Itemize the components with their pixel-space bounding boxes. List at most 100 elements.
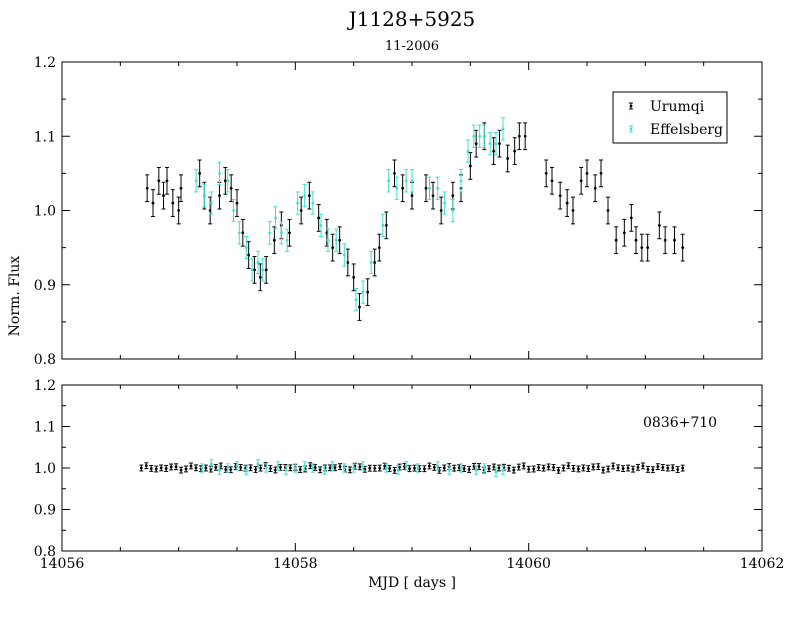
bottom-urumqi-point-marker (189, 464, 193, 468)
bottom-effelsberg-point (293, 463, 298, 473)
top-urumqi-point (330, 233, 335, 262)
top-urumqi-point-marker (673, 238, 676, 242)
bottom-urumqi-point (203, 464, 208, 472)
bottom-urumqi-point (367, 464, 372, 472)
top-urumqi-point-marker (162, 194, 165, 198)
top-urumqi-point (240, 218, 245, 247)
bottom-urumqi-point-marker (269, 467, 272, 470)
bottom-urumqi-point-marker (601, 468, 605, 472)
top-effelsberg-point (361, 280, 365, 304)
legend-effelsberg-label: Effelsberg (650, 122, 723, 138)
bottom-urumqi-point (650, 466, 655, 474)
top-urumqi-point (392, 159, 397, 188)
bottom-urumqi-point-marker (318, 468, 322, 472)
bottom-urumqi-point (546, 463, 551, 471)
top-effelsberg-point (410, 169, 414, 193)
bottom-urumqi-point-marker (462, 467, 466, 471)
top-effelsberg-point (250, 258, 255, 282)
bottom-urumqi-point-marker (274, 468, 277, 472)
top-effelsberg-point (369, 250, 374, 275)
bottom-urumqi-point-marker (348, 468, 352, 472)
bottom-effelsberg-point (494, 467, 498, 477)
top-urumqi-point-marker (373, 261, 377, 264)
bottom-urumqi-point (248, 464, 253, 472)
bottom-effelsberg-point-marker (361, 464, 365, 468)
bottom-urumqi-point (581, 464, 586, 472)
top-effelsberg-point (209, 191, 214, 215)
top-urumqi-point-marker (258, 275, 262, 279)
bottom-effelsberg-point-marker (200, 466, 204, 470)
top-urumqi-point (629, 204, 634, 232)
top-effelsberg-point (260, 258, 265, 282)
bottom-effelsberg-point-marker (311, 466, 315, 470)
chart-subtitle: 11-2006 (385, 39, 439, 54)
bottom-effelsberg-point-marker (303, 464, 307, 468)
bottom-urumqi-point (561, 464, 566, 472)
bottom-urumqi-point-marker (278, 465, 282, 469)
top-urumqi-point-marker (593, 186, 597, 190)
top-urumqi-point-marker (352, 275, 356, 279)
top-effelsberg-point-marker (387, 179, 391, 183)
top-urumqi-point-marker (558, 194, 562, 198)
top-urumqi-point (497, 129, 502, 158)
top-effelsberg-point-marker (494, 142, 498, 146)
bottom-urumqi-point-marker (174, 465, 178, 469)
bottom-urumqi-point (496, 464, 501, 472)
top-effelsberg-point (477, 124, 482, 148)
bottom-urumqi-point (412, 464, 417, 472)
bottom-urumqi-point (273, 466, 278, 474)
bottom-y-tick-label: 1.0 (34, 461, 56, 477)
top-effelsberg-point-marker (202, 194, 206, 198)
top-urumqi-point-marker (657, 223, 661, 227)
top-effelsberg-point (256, 250, 260, 275)
bottom-urumqi-point-marker (522, 464, 526, 468)
top-effelsberg-point-marker (472, 134, 476, 138)
top-urumqi-point-marker (229, 186, 233, 190)
top-urumqi-point (377, 233, 382, 262)
top-urumqi-point-marker (264, 268, 268, 272)
bottom-urumqi-point (357, 463, 362, 471)
top-urumqi-point (384, 211, 389, 240)
bottom-urumqi-point (586, 465, 591, 473)
top-urumqi-point-marker (177, 209, 181, 212)
top-effelsberg-point-marker (274, 216, 277, 220)
top-urumqi-point-marker (585, 171, 589, 175)
x-axis-label: MJD [ days ] (368, 575, 456, 591)
bottom-urumqi-point-marker (144, 464, 148, 468)
legend: Urumqi Effelsberg (612, 91, 728, 144)
bottom-effelsberg-point-marker (331, 464, 335, 468)
bottom-effelsberg-point (200, 463, 204, 473)
bottom-urumqi-point (427, 462, 432, 470)
top-urumqi-point (235, 189, 239, 217)
top-urumqi-point-marker (606, 209, 610, 212)
bottom-effelsberg-point-marker (501, 468, 505, 472)
bottom-urumqi-point (556, 466, 561, 474)
top-effelsberg-point-marker (381, 223, 385, 227)
top-urumqi-point (468, 152, 473, 180)
top-urumqi-point-marker (366, 290, 370, 294)
bottom-urumqi-point-marker (547, 465, 550, 469)
top-urumqi-point (474, 129, 479, 158)
bottom-effelsberg-point (396, 465, 400, 475)
bottom-y-tick-label: 0.9 (34, 503, 56, 519)
top-urumqi-point-marker (384, 223, 388, 227)
top-urumqi-point-marker (640, 246, 644, 250)
bottom-urumqi-point (621, 465, 626, 472)
bottom-urumqi-point (531, 465, 536, 473)
top-effelsberg-point (442, 191, 447, 215)
bottom-urumqi-point (333, 464, 338, 472)
top-effelsberg-point (342, 243, 347, 267)
bottom-urumqi-point-marker (591, 465, 595, 469)
chart-title: J1128+5925 (347, 7, 476, 31)
x-tick-label: 14058 (273, 556, 318, 572)
bottom-urumqi-point (347, 466, 352, 474)
top-effelsberg-point (202, 184, 207, 208)
top-effelsberg-point (404, 169, 409, 193)
bottom-urumqi-point (377, 464, 382, 472)
top-urumqi-point (197, 159, 202, 188)
bottom-urumqi-point-marker (333, 466, 337, 470)
top-urumqi-point (252, 256, 257, 284)
top-urumqi-point (505, 144, 510, 173)
top-effelsberg-point-marker (410, 179, 414, 183)
